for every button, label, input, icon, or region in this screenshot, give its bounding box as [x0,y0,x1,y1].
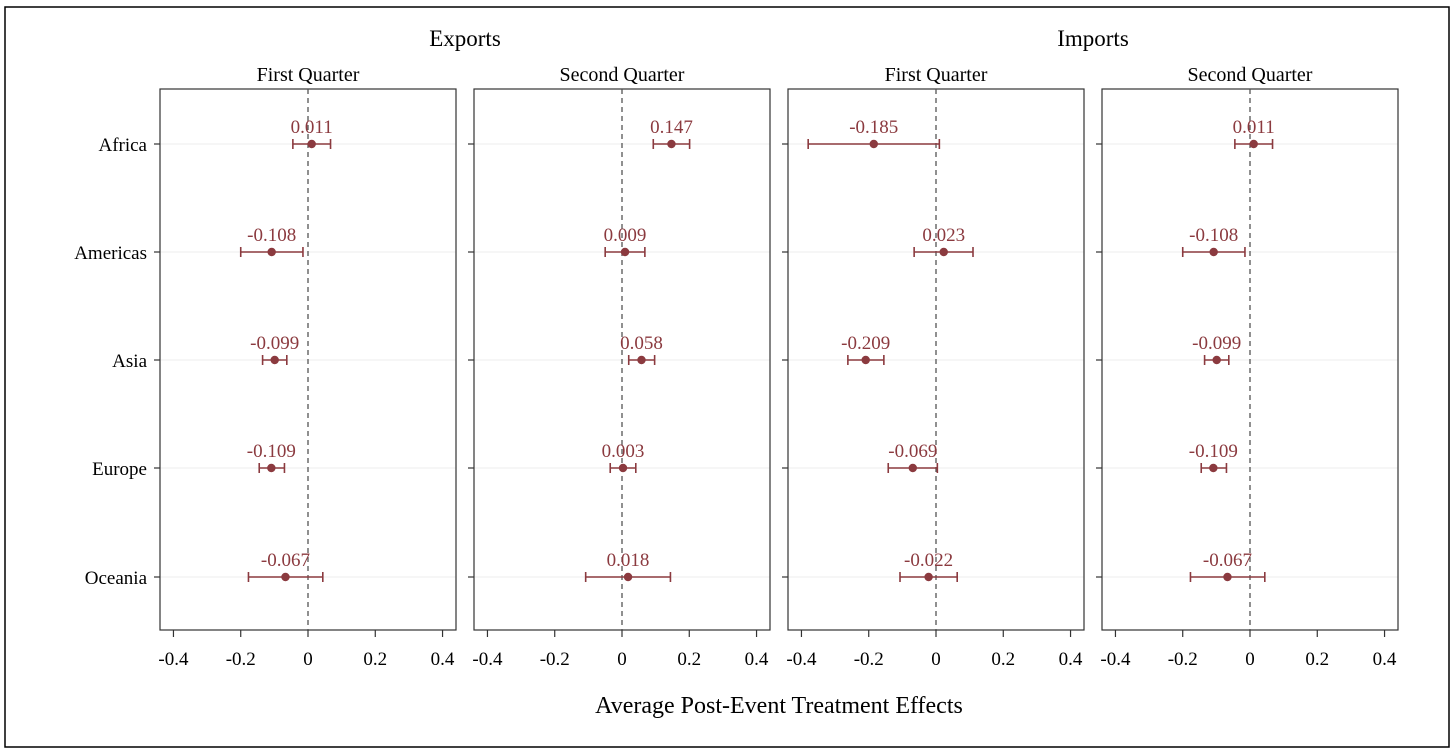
point-estimate [869,139,878,149]
estimate-americas: -0.108 [239,225,304,257]
estimate-europe: -0.109 [247,441,296,473]
x-tick-label: 0.4 [1373,649,1397,670]
group-title-imports: Imports [1057,26,1129,51]
x-tick-label: -0.4 [1100,649,1131,670]
point-estimate [667,139,676,149]
estimate-asia: -0.099 [250,333,299,365]
data-label: 0.011 [291,117,333,138]
data-label: 0.023 [922,225,965,246]
panel-title: Second Quarter [560,64,685,86]
panel-title: First Quarter [257,64,360,86]
data-label: -0.022 [904,550,953,571]
estimate-africa: 0.011 [291,117,333,149]
point-estimate [307,139,316,149]
x-tick-label: -0.2 [540,649,570,670]
x-tick-label: 0.4 [1059,649,1083,670]
panel-title: First Quarter [885,64,988,86]
point-estimate [267,463,276,473]
estimate-americas: 0.023 [913,225,974,257]
data-label: -0.099 [1192,333,1241,354]
point-estimate [924,572,933,582]
data-label: -0.109 [1189,441,1238,462]
data-label: -0.109 [247,441,296,462]
point-estimate [908,463,917,473]
x-tick-label: 0.2 [991,649,1015,670]
x-tick-label: 0.2 [1305,649,1329,670]
point-estimate [618,463,628,473]
y-tick-label-oceania: Oceania [85,568,148,589]
point-estimate [939,247,948,257]
data-label: -0.099 [250,333,299,354]
x-tick-label: 0 [303,649,313,670]
data-label: 0.018 [607,550,650,571]
estimate-europe: -0.069 [887,441,939,473]
data-label: -0.067 [261,550,310,571]
point-estimate [623,572,633,582]
estimate-americas: 0.009 [604,225,647,257]
x-tick-label: 0.2 [363,649,387,670]
data-label: 0.003 [602,441,645,462]
estimate-asia: -0.099 [1192,333,1241,365]
point-estimate [1212,355,1221,365]
data-label: -0.209 [841,333,890,354]
point-estimate [281,572,290,582]
estimate-asia: -0.209 [841,333,890,365]
estimate-africa: 0.011 [1233,117,1275,149]
data-label: -0.185 [849,117,898,138]
estimate-americas: -0.108 [1181,225,1246,257]
x-tick-label: 0 [931,649,941,670]
y-tick-label-africa: Africa [98,135,147,156]
data-label: 0.011 [1233,117,1275,138]
panel-imports-first-quarter: First Quarter -0.4 -0.2 0 0.2 0.4 -0.185 0.023 -… [782,64,1085,670]
data-label: 0.058 [620,333,663,354]
estimate-oceania: -0.022 [899,550,958,582]
x-tick-label: -0.2 [854,649,884,670]
data-label: -0.108 [247,225,296,246]
point-estimate [270,355,279,365]
x-tick-label: 0 [617,649,627,670]
data-label: -0.067 [1203,550,1252,571]
x-tick-label: 0.4 [431,649,455,670]
y-tick-label-asia: Asia [112,351,147,372]
point-estimate [1249,139,1258,149]
point-estimate [1209,463,1218,473]
data-label: 0.009 [604,225,647,246]
y-tick-label-europe: Europe [92,459,147,480]
estimate-europe: -0.109 [1189,441,1238,473]
group-title-exports: Exports [429,26,501,51]
data-label: -0.108 [1189,225,1238,246]
point-estimate [620,247,630,257]
point-estimate [1209,247,1218,257]
point-estimate [637,355,646,365]
x-tick-label: 0.4 [745,649,769,670]
estimate-africa: -0.185 [807,117,941,149]
y-tick-label-americas: Americas [74,243,147,264]
estimate-asia: 0.058 [620,333,663,365]
x-tick-label: -0.2 [1168,649,1198,670]
panel-exports-second-quarter: Second Quarter -0.4 -0.2 0 0.2 0.4 0.147 0.009 0… [468,64,771,670]
panel-imports-second-quarter: Second Quarter -0.4 -0.2 0 0.2 0.4 0.011 -0.108… [1096,64,1399,670]
estimate-oceania: -0.067 [1189,550,1266,582]
panel-exports-first-quarter: First Quarter -0.4 -0.2 0 0.2 0.4 0.011 -0.108 -… [154,64,457,670]
estimate-oceania: 0.018 [584,550,672,582]
point-estimate [267,247,276,257]
estimate-oceania: -0.067 [247,550,324,582]
estimate-africa: 0.147 [650,117,693,149]
outer-frame [4,6,1450,748]
x-tick-label: -0.4 [472,649,503,670]
panel-title: Second Quarter [1188,64,1313,86]
x-tick-label: 0.2 [677,649,701,670]
point-estimate [1223,572,1232,582]
x-tick-label: -0.4 [158,649,189,670]
data-label: -0.069 [888,441,937,462]
estimate-europe: 0.003 [602,441,645,473]
x-tick-label: -0.2 [226,649,256,670]
data-label: 0.147 [650,117,693,138]
x-tick-label: 0 [1245,649,1255,670]
x-axis-title: Average Post-Event Treatment Effects [595,693,963,719]
point-estimate [861,355,870,365]
x-tick-label: -0.4 [786,649,817,670]
